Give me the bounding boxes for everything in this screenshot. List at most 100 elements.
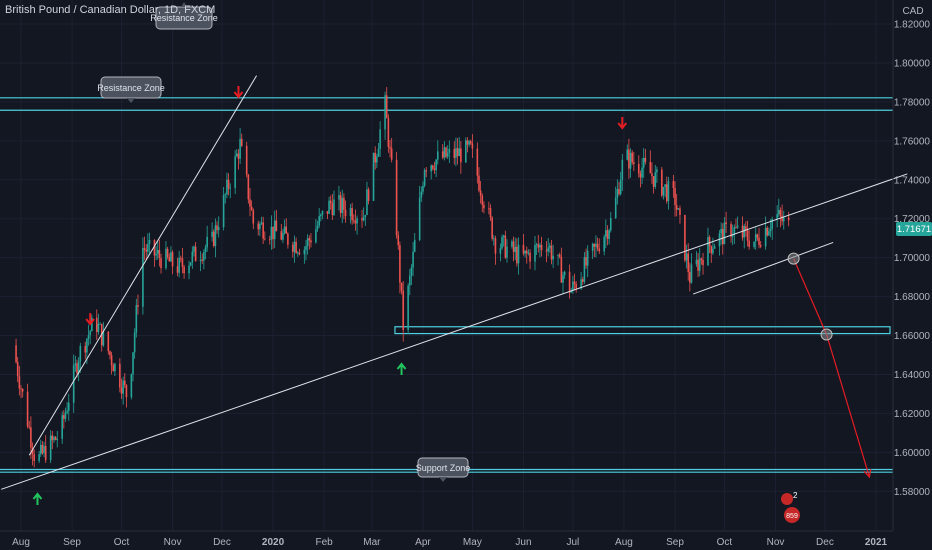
candle-body — [114, 363, 116, 372]
candle-body — [170, 252, 172, 262]
zone-label-top[interactable]: Resistance Zone — [150, 2, 218, 30]
candle-body — [306, 238, 309, 247]
projection-node — [820, 328, 833, 341]
candle-body — [183, 266, 185, 274]
zone-label-support[interactable]: Support Zone — [416, 457, 471, 482]
zone-label-upper[interactable]: Resistance Zone — [97, 76, 165, 103]
candle-body — [135, 305, 138, 333]
price-tick-label: 1.72000 — [894, 214, 931, 225]
candle-body — [109, 351, 111, 356]
arrow-down-icon — [85, 318, 95, 326]
candle-body — [407, 285, 409, 331]
svg-text:2: 2 — [793, 491, 798, 500]
time-tick-label: Feb — [316, 537, 334, 548]
candle-body — [216, 225, 218, 231]
candle-body — [79, 345, 82, 362]
candle-body — [695, 259, 698, 265]
candle-body — [483, 204, 485, 209]
candle-body — [361, 218, 363, 221]
time-tick-label: 2021 — [865, 537, 888, 548]
projection-segment — [826, 334, 870, 478]
price-tick-label: 1.82000 — [894, 20, 931, 31]
candle-body — [222, 195, 225, 228]
candle-body — [125, 384, 128, 398]
candle-body — [74, 363, 77, 366]
candle-body — [211, 231, 213, 237]
candle-body — [99, 323, 101, 325]
candle-body — [293, 241, 296, 252]
candle-body — [708, 237, 711, 247]
time-axis[interactable]: Aug Sep Oct Nov Dec 2020 Feb Mar Apr May Jun Jul Aug… — [0, 530, 893, 548]
candle-body — [191, 251, 194, 263]
candle-body — [580, 279, 582, 289]
candle-body — [651, 173, 653, 177]
candle-body — [721, 228, 724, 245]
time-tick-label: Jun — [515, 537, 531, 548]
candle-body — [76, 363, 78, 374]
candle-body — [621, 159, 624, 180]
candle-body — [385, 95, 388, 119]
candle-body — [764, 227, 767, 247]
candle-body — [287, 233, 289, 245]
candle-body — [748, 240, 750, 247]
time-tick-label: Apr — [415, 537, 431, 548]
candle-body — [296, 252, 299, 254]
candle-body — [527, 252, 530, 254]
candle-series — [15, 87, 790, 468]
candle-body — [130, 374, 133, 398]
candle-body — [229, 187, 232, 189]
candle-body — [628, 149, 630, 169]
candle-body — [652, 176, 655, 187]
candle-body — [679, 208, 681, 215]
candle-body — [310, 240, 312, 243]
candle-body — [384, 95, 386, 130]
candle-body — [295, 241, 297, 253]
time-tick-label: Oct — [717, 537, 733, 548]
candle-body — [616, 188, 619, 198]
candle-body — [264, 238, 266, 240]
candle-body — [672, 181, 675, 188]
candle-body — [137, 305, 139, 307]
projection-segment — [793, 258, 828, 335]
candle-body — [123, 380, 126, 385]
trendline — [1, 173, 908, 490]
zone-label-support-text: Support Zone — [416, 463, 471, 473]
candle-body — [501, 236, 503, 249]
candle-body — [479, 190, 482, 196]
candle-body — [435, 159, 437, 171]
candle-body — [476, 148, 479, 176]
candle-body — [466, 140, 469, 145]
time-tick-label: Dec — [816, 537, 834, 548]
candle-body — [702, 259, 704, 266]
candle-body — [224, 194, 227, 196]
candle-body — [725, 222, 727, 225]
candle-body — [179, 257, 182, 259]
candle-body — [333, 199, 335, 215]
candle-body — [316, 225, 319, 230]
symbol-title: British Pound / Canadian Dollar, 1D, FXC… — [5, 4, 216, 16]
candle-body — [436, 151, 439, 160]
candle-body — [516, 246, 518, 264]
candle-body — [746, 230, 749, 241]
time-tick-label: Sep — [666, 537, 684, 548]
candle-body — [468, 141, 470, 145]
candle-body — [206, 236, 208, 248]
price-tick-label: 1.58000 — [894, 487, 931, 498]
price-axis[interactable]: CAD 1.82000 1.80000 1.78000 1.76000 1.74000 1… — [892, 0, 932, 531]
candle-body — [120, 387, 123, 394]
candle-body — [249, 199, 251, 207]
price-tick-label: 1.60000 — [894, 448, 931, 459]
candle-body — [514, 246, 517, 252]
candle-body — [320, 214, 322, 217]
candle-body — [308, 238, 311, 241]
candle-body — [776, 214, 778, 220]
candle-body — [453, 148, 456, 158]
candle-body — [782, 217, 785, 222]
candle-body — [522, 244, 525, 254]
candle-body — [469, 141, 472, 144]
candle-body — [698, 258, 701, 271]
candle-body — [372, 152, 375, 201]
candle-body — [637, 163, 640, 174]
candle-body — [239, 138, 241, 159]
